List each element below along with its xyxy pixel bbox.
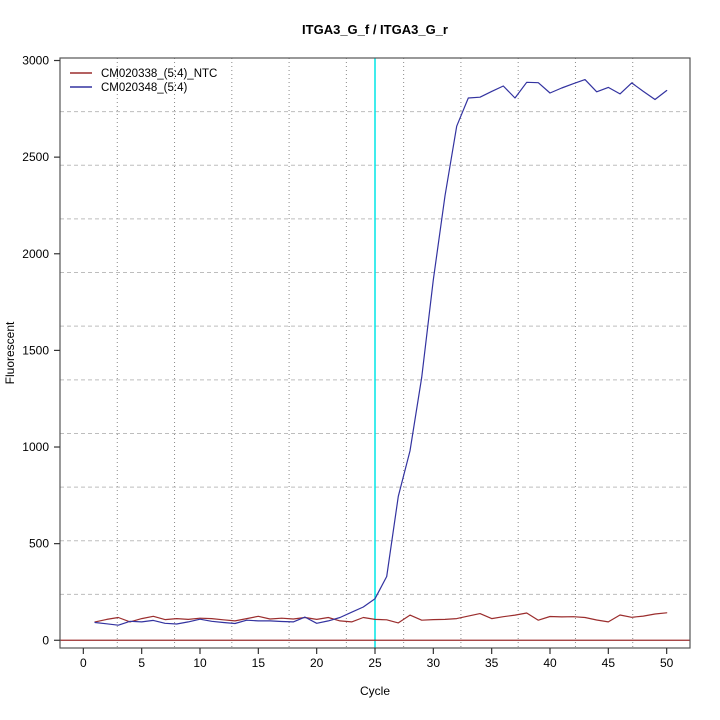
x-tick-label: 30: [427, 656, 441, 670]
legend-label-ntc: CM020338_(5:4)_NTC: [101, 68, 217, 80]
x-tick-label: 0: [80, 656, 87, 670]
x-tick-label: 50: [660, 656, 674, 670]
series-line-ntc: [94, 612, 668, 624]
x-tick-label: 15: [252, 656, 266, 670]
y-tick-label: 0: [42, 633, 49, 647]
y-tick-label: 1500: [22, 343, 49, 357]
y-tick-label: 500: [29, 537, 49, 551]
x-tick-label: 20: [310, 656, 324, 670]
x-tick-label: 10: [193, 656, 207, 670]
x-tick-label: 35: [485, 656, 499, 670]
x-tick-label: 25: [368, 656, 382, 670]
tick-layer: [54, 59, 668, 654]
x-axis-label: Cycle: [360, 684, 390, 698]
x-tick-label: 5: [138, 656, 145, 670]
y-tick-label: 3000: [22, 54, 49, 68]
legend: CM020338_(5:4)_NTC CM020348_(5:4): [70, 68, 217, 94]
legend-label-sample: CM020348_(5:4): [101, 82, 187, 94]
y-tick-label: 2000: [22, 247, 49, 261]
y-tick-label: 2500: [22, 150, 49, 164]
chart-title: ITGA3_G_f / ITGA3_G_r: [302, 22, 448, 37]
x-tick-label: 40: [543, 656, 557, 670]
series-layer: [94, 78, 668, 626]
reference-lines-layer: [60, 58, 690, 648]
x-tick-label: 45: [602, 656, 616, 670]
y-tick-label: 1000: [22, 440, 49, 454]
tick-label-layer: 0 5 10 15 20 25 30 35 40 45 5005001000150020002500…: [22, 54, 673, 670]
y-axis-label: Fluorescent: [3, 321, 17, 384]
series-line-sample: [94, 78, 668, 626]
